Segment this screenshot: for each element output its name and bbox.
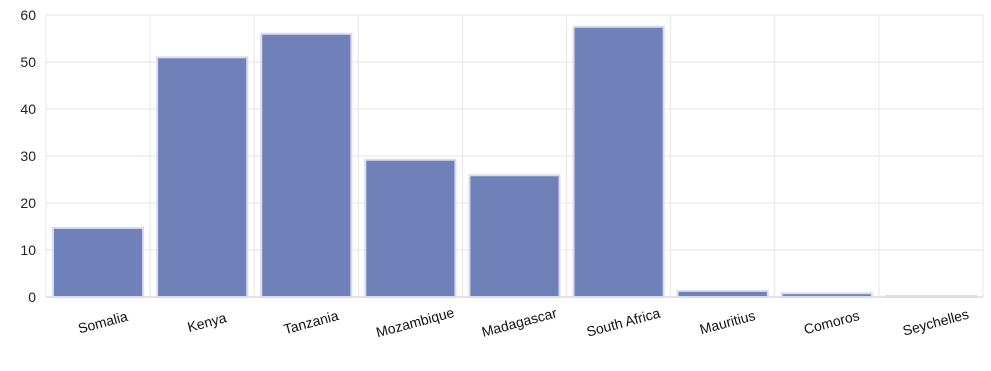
bar-comoros[interactable]: [780, 292, 873, 298]
y-tick-label: 60: [20, 7, 36, 23]
y-tick-label: 30: [20, 148, 36, 164]
x-category-label: Somalia: [76, 308, 129, 337]
bar-kenya[interactable]: [156, 56, 249, 298]
y-tick-label: 50: [20, 54, 36, 70]
bar-madagascar[interactable]: [468, 174, 561, 299]
y-tick-label: 40: [20, 101, 36, 117]
x-category-label: Comoros: [802, 307, 861, 337]
x-category-label: Madagascar: [480, 304, 559, 339]
x-category-label: Kenya: [186, 309, 229, 335]
bar-mauritius[interactable]: [676, 289, 769, 299]
bar-mozambique[interactable]: [364, 158, 457, 298]
x-category-label: South Africa: [585, 305, 662, 340]
x-category-label: Mauritius: [698, 307, 757, 337]
x-axis-category-labels: Somalia Kenya Tanzania Mozambique Madagascar…: [76, 304, 970, 340]
y-tick-label: 20: [20, 195, 36, 211]
x-category-label: Tanzania: [282, 307, 340, 337]
bar-tanzania[interactable]: [260, 32, 353, 299]
bars: [52, 25, 978, 299]
bar-somalia[interactable]: [52, 226, 145, 298]
bar-south-africa[interactable]: [572, 25, 665, 298]
x-category-label: Mozambique: [374, 304, 456, 340]
y-axis-ticks: 0 10 20 30 40 50 60: [20, 7, 36, 305]
y-tick-label: 0: [28, 289, 36, 305]
y-tick-label: 10: [20, 242, 36, 258]
bar-seychelles[interactable]: [884, 295, 978, 298]
x-category-label: Seychelles: [901, 306, 971, 339]
